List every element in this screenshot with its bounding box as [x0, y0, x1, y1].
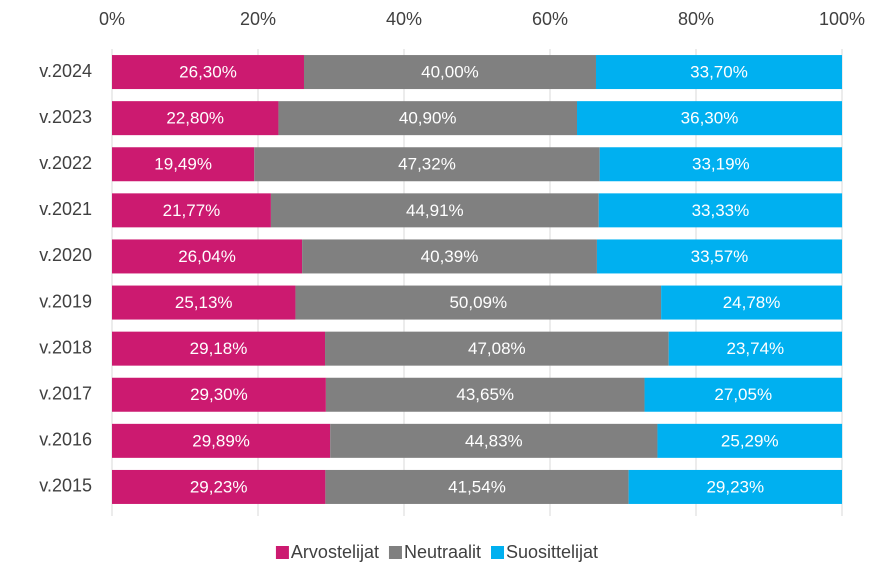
y-tick-label: v.2018	[39, 337, 92, 357]
legend-swatch	[275, 546, 289, 559]
x-tick-label: 0%	[99, 9, 125, 29]
legend-swatch	[388, 546, 402, 559]
legend: Arvostelijat Neutraalit Suosittelijat	[275, 542, 598, 562]
bar-segment	[325, 331, 669, 366]
value-label: 29,23%	[706, 477, 764, 496]
value-label: 29,18%	[190, 339, 248, 358]
value-label: 26,04%	[178, 247, 236, 266]
value-label: 41,54%	[448, 477, 506, 496]
value-label: 25,13%	[175, 293, 233, 312]
value-label: 44,83%	[465, 431, 523, 450]
value-label: 22,80%	[166, 109, 224, 128]
value-label: 29,89%	[192, 431, 250, 450]
bar-segment	[577, 101, 842, 136]
bar-segment	[270, 193, 599, 228]
value-label: 29,30%	[190, 385, 248, 404]
value-label: 25,29%	[721, 431, 779, 450]
legend-swatch	[491, 546, 505, 559]
bar-segment	[668, 331, 842, 366]
y-tick-label: v.2017	[39, 384, 92, 404]
value-label: 29,23%	[190, 477, 248, 496]
value-label: 47,32%	[398, 155, 456, 174]
y-tick-label: v.2019	[39, 291, 92, 311]
value-label: 19,49%	[154, 155, 212, 174]
x-tick-label: 80%	[678, 9, 714, 29]
bar-segment	[599, 147, 842, 182]
value-label: 27,05%	[714, 385, 772, 404]
value-label: 33,57%	[691, 247, 749, 266]
value-label: 26,30%	[179, 63, 237, 82]
y-tick-label: v.2023	[39, 107, 92, 127]
bar-segment	[112, 55, 304, 90]
bar-segment	[330, 423, 658, 458]
value-label: 21,77%	[163, 201, 221, 220]
bar-segment	[112, 423, 331, 458]
value-label: 50,09%	[449, 293, 507, 312]
y-tick-label: v.2021	[39, 199, 92, 219]
value-label: 40,90%	[399, 109, 457, 128]
y-tick-label: v.2024	[39, 61, 92, 81]
value-label: 23,74%	[727, 339, 785, 358]
x-tick-label: 60%	[532, 9, 568, 29]
bar-segment	[596, 239, 842, 274]
bar-segment	[325, 377, 645, 412]
legend-label: Neutraalit	[404, 542, 481, 562]
y-tick-label: v.2015	[39, 476, 92, 496]
bar-segment	[303, 55, 596, 90]
bar-segment	[112, 101, 279, 136]
value-label: 40,39%	[421, 247, 479, 266]
value-label: 36,30%	[681, 109, 739, 128]
bar-segment	[112, 331, 326, 366]
bar-segment	[112, 193, 271, 228]
bar-segment	[295, 285, 662, 320]
legend-label: Suosittelijat	[506, 542, 598, 562]
value-label: 40,00%	[421, 63, 479, 82]
value-label: 33,70%	[690, 63, 748, 82]
bar-segment	[112, 285, 296, 320]
bar-segment	[112, 469, 326, 504]
x-tick-label: 100%	[819, 9, 865, 29]
bar-segment	[644, 377, 842, 412]
value-label: 24,78%	[723, 293, 781, 312]
y-tick-label: v.2020	[39, 245, 92, 265]
bar-segment	[112, 239, 303, 274]
bar-segment	[278, 101, 578, 136]
bar-segment	[325, 469, 629, 504]
bar-segment	[657, 423, 843, 458]
y-tick-label: v.2022	[39, 153, 92, 173]
x-tick-label: 40%	[386, 9, 422, 29]
bar-segment	[112, 377, 326, 412]
legend-label: Arvostelijat	[291, 542, 379, 562]
bar-segment	[302, 239, 597, 274]
bar-segment	[112, 147, 255, 182]
y-tick-label: v.2016	[39, 430, 92, 450]
value-label: 44,91%	[406, 201, 464, 220]
bar-segment	[254, 147, 600, 182]
bar-segment	[595, 55, 842, 90]
x-tick-label: 20%	[240, 9, 276, 29]
value-label: 33,33%	[692, 201, 750, 220]
bar-segment	[661, 285, 842, 320]
value-label: 33,19%	[692, 155, 750, 174]
value-label: 43,65%	[456, 385, 514, 404]
bar-segment	[628, 469, 842, 504]
value-label: 47,08%	[468, 339, 526, 358]
bar-segment	[598, 193, 843, 228]
